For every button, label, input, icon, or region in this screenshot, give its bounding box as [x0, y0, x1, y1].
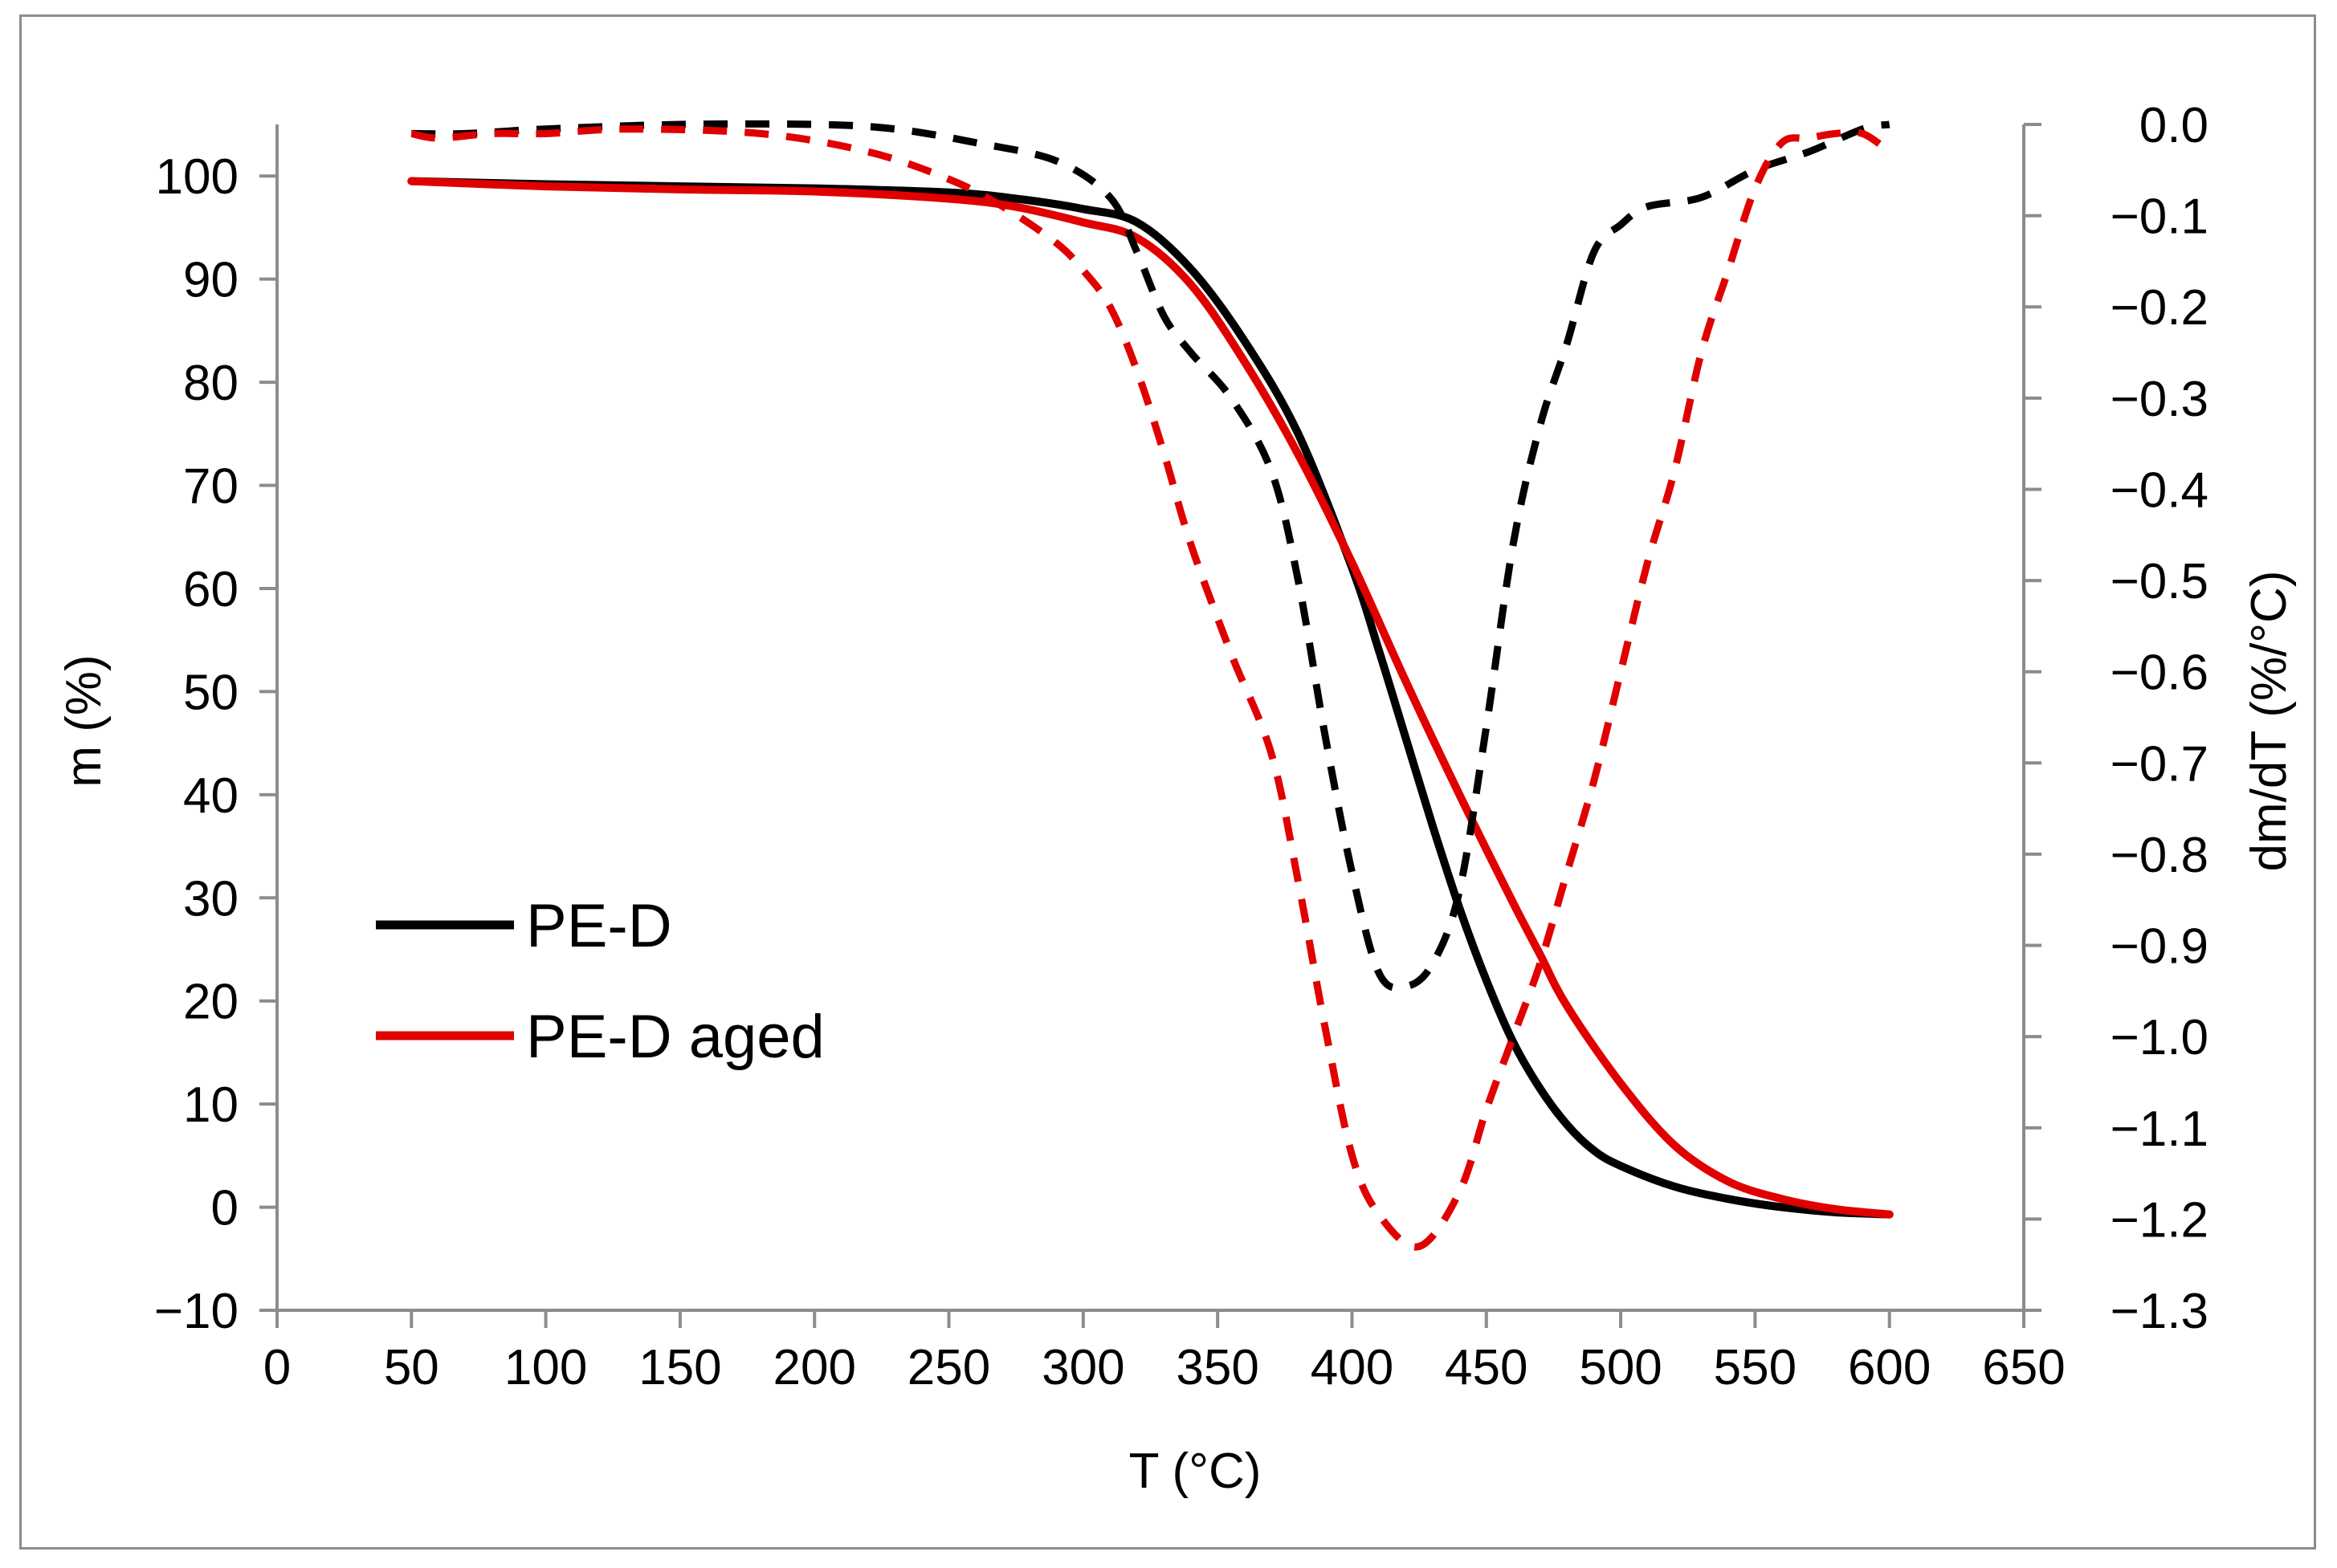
x-tick-label: 0	[263, 1340, 291, 1395]
y-left-tick-label: 100	[156, 149, 239, 205]
x-tick-label: 200	[773, 1340, 856, 1395]
legend-label: PE-D	[526, 892, 672, 960]
y-left-tick-label: 20	[183, 975, 239, 1030]
y-left-tick-label: 10	[183, 1077, 239, 1133]
axes: 0 50 100 150 200 250 300 350 400 450 500 550 600 650−…	[154, 98, 2209, 1395]
y-right-axis-title: dm/dT (%/°C)	[2241, 570, 2297, 871]
y-right-tick-label: −0.6	[2111, 646, 2209, 701]
y-left-tick-label: 0	[211, 1181, 239, 1236]
x-tick-label: 300	[1042, 1340, 1124, 1395]
x-axis-title: T (°C)	[1129, 1444, 1262, 1499]
y-right-tick-label: −0.5	[2111, 554, 2209, 609]
x-tick-label: 450	[1445, 1340, 1527, 1395]
chart-frame	[19, 14, 2316, 1550]
x-tick-label: 50	[384, 1340, 439, 1395]
y-left-tick-label: −10	[154, 1284, 239, 1339]
y-right-tick-label: −1.3	[2111, 1284, 2209, 1339]
y-left-tick-label: 50	[183, 665, 239, 720]
legend: PE-D PE-D aged	[376, 892, 825, 1071]
x-tick-label: 500	[1579, 1340, 1662, 1395]
y-right-tick-label: −0.3	[2111, 372, 2209, 427]
y-right-tick-label: −0.4	[2111, 462, 2209, 518]
legend-label: PE-D aged	[526, 1003, 825, 1071]
x-tick-label: 250	[907, 1340, 990, 1395]
y-left-tick-label: 40	[183, 768, 239, 824]
x-tick-label: 150	[638, 1340, 721, 1395]
y-left-tick-label: 60	[183, 562, 239, 617]
x-tick-label: 600	[1848, 1340, 1931, 1395]
y-right-tick-label: −1.0	[2111, 1010, 2209, 1065]
y-right-tick-label: −1.1	[2111, 1102, 2209, 1157]
y-left-axis-title: m (%)	[56, 654, 112, 787]
x-tick-label: 400	[1311, 1340, 1393, 1395]
y-left-tick-label: 30	[183, 871, 239, 927]
y-right-tick-label: −1.2	[2111, 1192, 2209, 1248]
series-layer	[407, 120, 1894, 1251]
series-line-pe-d-dm-dt	[411, 120, 1890, 992]
x-tick-label: 550	[1714, 1340, 1797, 1395]
series-line-pe-d-aged	[407, 177, 1894, 1219]
y-right-tick-label: −0.9	[2111, 919, 2209, 975]
x-tick-label: 100	[504, 1340, 587, 1395]
y-right-tick-label: 0.0	[2139, 98, 2209, 153]
y-left-tick-label: 70	[183, 459, 239, 515]
y-right-tick-label: −0.7	[2111, 736, 2209, 792]
y-right-tick-label: −0.2	[2111, 280, 2209, 336]
x-tick-label: 650	[1982, 1340, 2065, 1395]
y-left-tick-label: 90	[183, 253, 239, 308]
x-tick-label: 350	[1176, 1340, 1258, 1395]
y-left-tick-label: 80	[183, 356, 239, 411]
series-line-pe-d	[407, 177, 1894, 1219]
y-right-tick-label: −0.8	[2111, 828, 2209, 883]
series-line-pe-d-aged-dm-dt	[410, 125, 1892, 1251]
y-right-tick-label: −0.1	[2111, 189, 2209, 245]
